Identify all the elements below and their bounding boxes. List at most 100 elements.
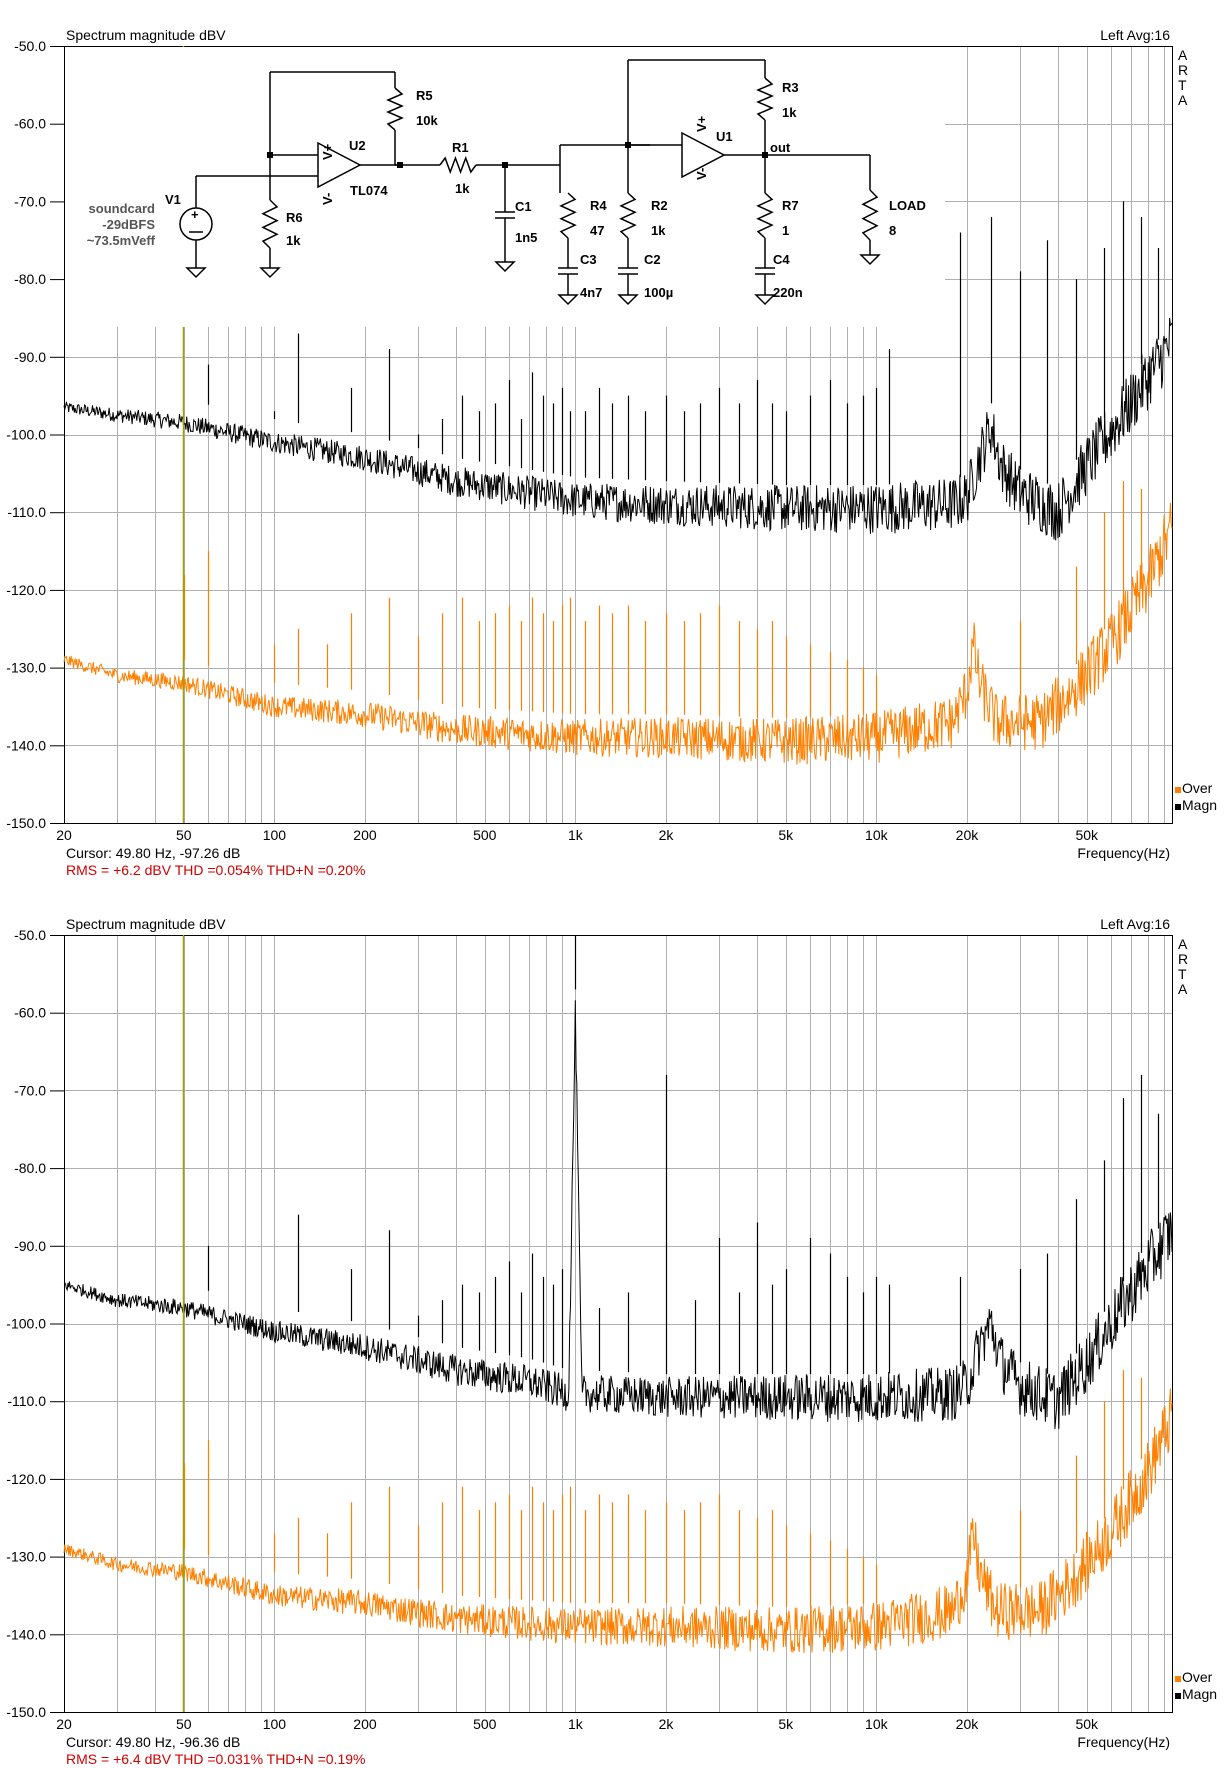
schematic-label: 1k [782,105,797,120]
schematic-label: out [770,140,791,155]
x-axis-label: Frequency(Hz) [1077,845,1170,861]
ground-symbol [859,254,881,266]
source-plus-glyph: + [191,207,199,222]
brand-letter: R [1178,951,1188,967]
chart-title: Spectrum magnitude dBV [66,27,226,43]
legend-label: Over [1182,780,1213,796]
ground-symbol [494,261,516,273]
x-tick-label: 20 [56,827,72,843]
x-tick-label: 5k [778,1716,794,1732]
schematic-label: 1n5 [515,230,537,245]
x-tick-label: 20 [56,1716,72,1732]
legend-label: Magn [1182,797,1217,813]
y-tick-label: -60.0 [14,1005,46,1021]
schematic-label: U2 [349,138,366,153]
resistor-symbol [756,77,774,121]
y-tick-label: -70.0 [14,1082,46,1098]
ground-symbol [557,294,579,306]
schematic-label: R4 [590,198,607,213]
stats-readout: RMS = +6.4 dBV THD =0.031% THD+N =0.19% [66,1751,365,1767]
magn-trace [63,1000,1173,1429]
x-tick-label: 1k [568,827,584,843]
plot-frame [64,46,1173,824]
x-tick-label: 5k [778,827,794,843]
schematic-label: U1 [716,129,733,144]
source-note: -29dBFS [102,217,155,232]
schematic-label: 10k [416,113,438,128]
y-tick-label: -60.0 [14,116,46,132]
x-axis-label: Frequency(Hz) [1077,1734,1170,1750]
ground-symbol [185,267,207,279]
y-tick-label: -150.0 [6,1704,46,1720]
opamp-supply-label: V+ [320,143,335,160]
opamp-supply-label: V+ [694,115,709,132]
y-tick-label: -80.0 [14,1160,46,1176]
source-note: ~73.5mVeff [87,233,156,248]
chart-header-right: Left Avg:16 [1100,27,1170,43]
source-note: soundcard [89,201,156,216]
x-tick-label: 100 [263,827,287,843]
circuit-schematic: + V1 U2 R5 10k R6 1k TL074 R1 1k C1 1n5 R4 47 C3 4n7 R2 1… [65,47,945,327]
y-tick-label: -130.0 [6,660,46,676]
y-tick-label: -120.0 [6,582,46,598]
y-tick-label: -80.0 [14,271,46,287]
y-tick-label: -90.0 [14,349,46,365]
legend-swatch [1175,1693,1181,1699]
over-trace [63,1388,1173,1654]
y-tick-label: -50.0 [14,927,46,943]
magn-trace [63,317,1173,541]
x-tick-label: 50k [1075,1716,1099,1732]
resistor-symbol [619,192,637,239]
schematic-label: 1 [782,223,789,238]
schematic-label: R1 [452,140,469,155]
x-tick-label: 100 [263,1716,287,1732]
schematic-label: 1k [455,181,470,196]
x-tick-label: 20k [956,1716,980,1732]
x-tick-label: 50 [176,827,192,843]
plot-frame [64,935,1173,1713]
brand-letter: T [1178,77,1187,93]
chart-header-right: Left Avg:16 [1100,916,1170,932]
schematic-label: LOAD [889,198,926,213]
resistor-symbol [439,155,477,175]
x-tick-label: 2k [659,827,675,843]
legend-label: Magn [1182,1686,1217,1702]
y-tick-label: -120.0 [6,1471,46,1487]
resistor-symbol [559,192,577,239]
y-tick-label: -110.0 [7,504,46,520]
y-tick-label: -50.0 [14,38,46,54]
chart-title: Spectrum magnitude dBV [66,916,226,932]
schematic-label: V1 [165,192,181,207]
schematic-label: R5 [416,88,433,103]
brand-letter: A [1178,47,1188,63]
schematic-label: C4 [773,252,790,267]
schematic-label: C1 [515,199,532,214]
brand-letter: A [1178,92,1188,108]
legend-swatch [1175,804,1181,810]
x-tick-label: 50 [176,1716,192,1732]
x-tick-label: 10k [865,1716,889,1732]
ground-symbol [259,267,281,279]
x-tick-label: 2k [659,1716,675,1732]
legend-swatch [1175,1676,1181,1682]
schematic-label: TL074 [350,183,388,198]
y-tick-label: -140.0 [6,1626,46,1642]
y-tick-label: -140.0 [6,737,46,753]
y-tick-label: -90.0 [14,1238,46,1254]
resistor-symbol [861,189,879,241]
y-tick-label: -100.0 [6,1316,46,1332]
x-tick-label: 50k [1075,827,1099,843]
y-tick-label: -150.0 [6,815,46,831]
resistor-symbol [261,199,279,249]
schematic-label: 1k [286,233,301,248]
schematic-label: C3 [580,252,597,267]
cursor-readout: Cursor: 49.80 Hz, -96.36 dB [66,1734,240,1750]
schematic-label: 1k [651,223,666,238]
schematic-label: R7 [782,198,799,213]
brand-letter: A [1178,981,1188,997]
schematic-label: R6 [286,210,303,225]
